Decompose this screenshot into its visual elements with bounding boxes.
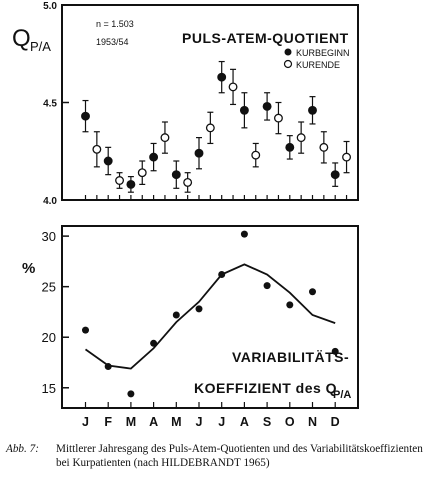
kurende-point xyxy=(160,133,170,143)
month-label: J xyxy=(82,415,89,429)
month-label: O xyxy=(285,415,295,429)
variability-point xyxy=(127,390,135,398)
lower-title-line2: KOEFFIZIENT des Q xyxy=(194,380,337,396)
kurende-point xyxy=(92,144,102,154)
lower-y-tick-label: 15 xyxy=(42,381,56,396)
month-label: J xyxy=(218,415,225,429)
month-label: M xyxy=(126,415,136,429)
figure: Q P/A n = 1.503 1953/54 PULS-ATEM-QUOTIE… xyxy=(12,1,359,429)
upper-x-ticks xyxy=(84,195,348,200)
variability-point xyxy=(263,282,271,290)
kurende-point xyxy=(183,177,193,187)
upper-title: PULS-ATEM-QUOTIENT xyxy=(182,30,349,46)
kurbeginn-point xyxy=(126,179,136,189)
lower-series xyxy=(82,230,339,398)
kurende-point xyxy=(342,152,351,162)
kurende-point xyxy=(228,82,238,92)
variability-point xyxy=(82,326,89,334)
lower-y-tick-label: 20 xyxy=(42,330,56,345)
upper-y-tick-label: 4.0 xyxy=(43,196,57,207)
figure-caption: Abb. 7: Mittlerer Jahresgang des Puls-At… xyxy=(6,442,438,470)
lower-title-sub: P/A xyxy=(333,389,351,401)
variability-point xyxy=(195,305,203,313)
kurbeginn-point xyxy=(285,142,295,152)
kurbeginn-point xyxy=(171,170,181,180)
lower-y-axis: 15 20 25 30 xyxy=(42,229,69,396)
kurbeginn-point xyxy=(262,101,272,111)
caption-text: Mittlerer Jahresgang des Puls-Atem-Quoti… xyxy=(56,443,423,469)
upper-ylabel-sub: P/A xyxy=(30,39,51,54)
legend-marker-kurende xyxy=(283,59,293,69)
legend-marker-kurbeginn xyxy=(284,48,292,56)
month-label: D xyxy=(331,415,340,429)
variability-point xyxy=(172,311,180,319)
lower-frame xyxy=(61,225,359,409)
lower-y-tick-label: 30 xyxy=(42,229,56,244)
variability-point xyxy=(150,339,158,347)
lower-panel: % VARIABILITÄTS- KOEFFIZIENT des Q P/A 1… xyxy=(22,225,359,429)
lower-ylabel: % xyxy=(22,260,35,277)
kurende-point xyxy=(205,123,215,133)
variability-point xyxy=(240,230,248,238)
upper-y-tick-label: 5.0 xyxy=(43,1,57,12)
kurende-point xyxy=(296,133,306,143)
legend-label-kurbeginn: KURBEGINN xyxy=(296,48,350,58)
kurbeginn-point xyxy=(239,105,249,115)
kurende-point xyxy=(115,176,124,185)
month-label: N xyxy=(308,415,317,429)
kurende-point xyxy=(319,142,329,152)
kurbeginn-point xyxy=(330,170,340,180)
year-note: 1953/54 xyxy=(96,37,129,47)
variability-point xyxy=(309,288,316,296)
lower-y-tick-label: 25 xyxy=(42,280,56,295)
month-label: J xyxy=(196,415,203,429)
variability-point xyxy=(286,301,294,309)
upper-y-axis: 4.0 4.5 5.0 xyxy=(43,1,69,207)
trend-line xyxy=(84,263,336,370)
upper-panel: Q P/A n = 1.503 1953/54 PULS-ATEM-QUOTIE… xyxy=(12,1,359,207)
caption-label: Abb. 7: xyxy=(6,443,39,455)
month-label: A xyxy=(149,415,158,429)
kurende-point xyxy=(137,168,147,178)
month-label: M xyxy=(171,415,181,429)
upper-series xyxy=(81,60,351,193)
kurbeginn-point xyxy=(217,72,227,82)
upper-ylabel-main: Q xyxy=(12,25,31,52)
variability-point xyxy=(331,347,339,355)
month-label: F xyxy=(104,415,112,429)
kurbeginn-point xyxy=(194,148,204,158)
upper-y-tick-label: 4.5 xyxy=(43,99,57,110)
variability-point xyxy=(218,271,226,279)
kurbeginn-point xyxy=(103,156,113,166)
kurende-point xyxy=(251,150,261,160)
month-label: S xyxy=(263,415,271,429)
kurende-point xyxy=(274,113,283,123)
month-label: A xyxy=(240,415,249,429)
lower-title-line1: VARIABILITÄTS- xyxy=(232,349,349,365)
sample-size-note: n = 1.503 xyxy=(96,19,134,29)
kurbeginn-point xyxy=(149,152,159,162)
kurbeginn-point xyxy=(308,105,317,115)
kurbeginn-point xyxy=(81,111,90,121)
variability-point xyxy=(104,363,112,371)
legend-label-kurende: KURENDE xyxy=(296,60,340,70)
